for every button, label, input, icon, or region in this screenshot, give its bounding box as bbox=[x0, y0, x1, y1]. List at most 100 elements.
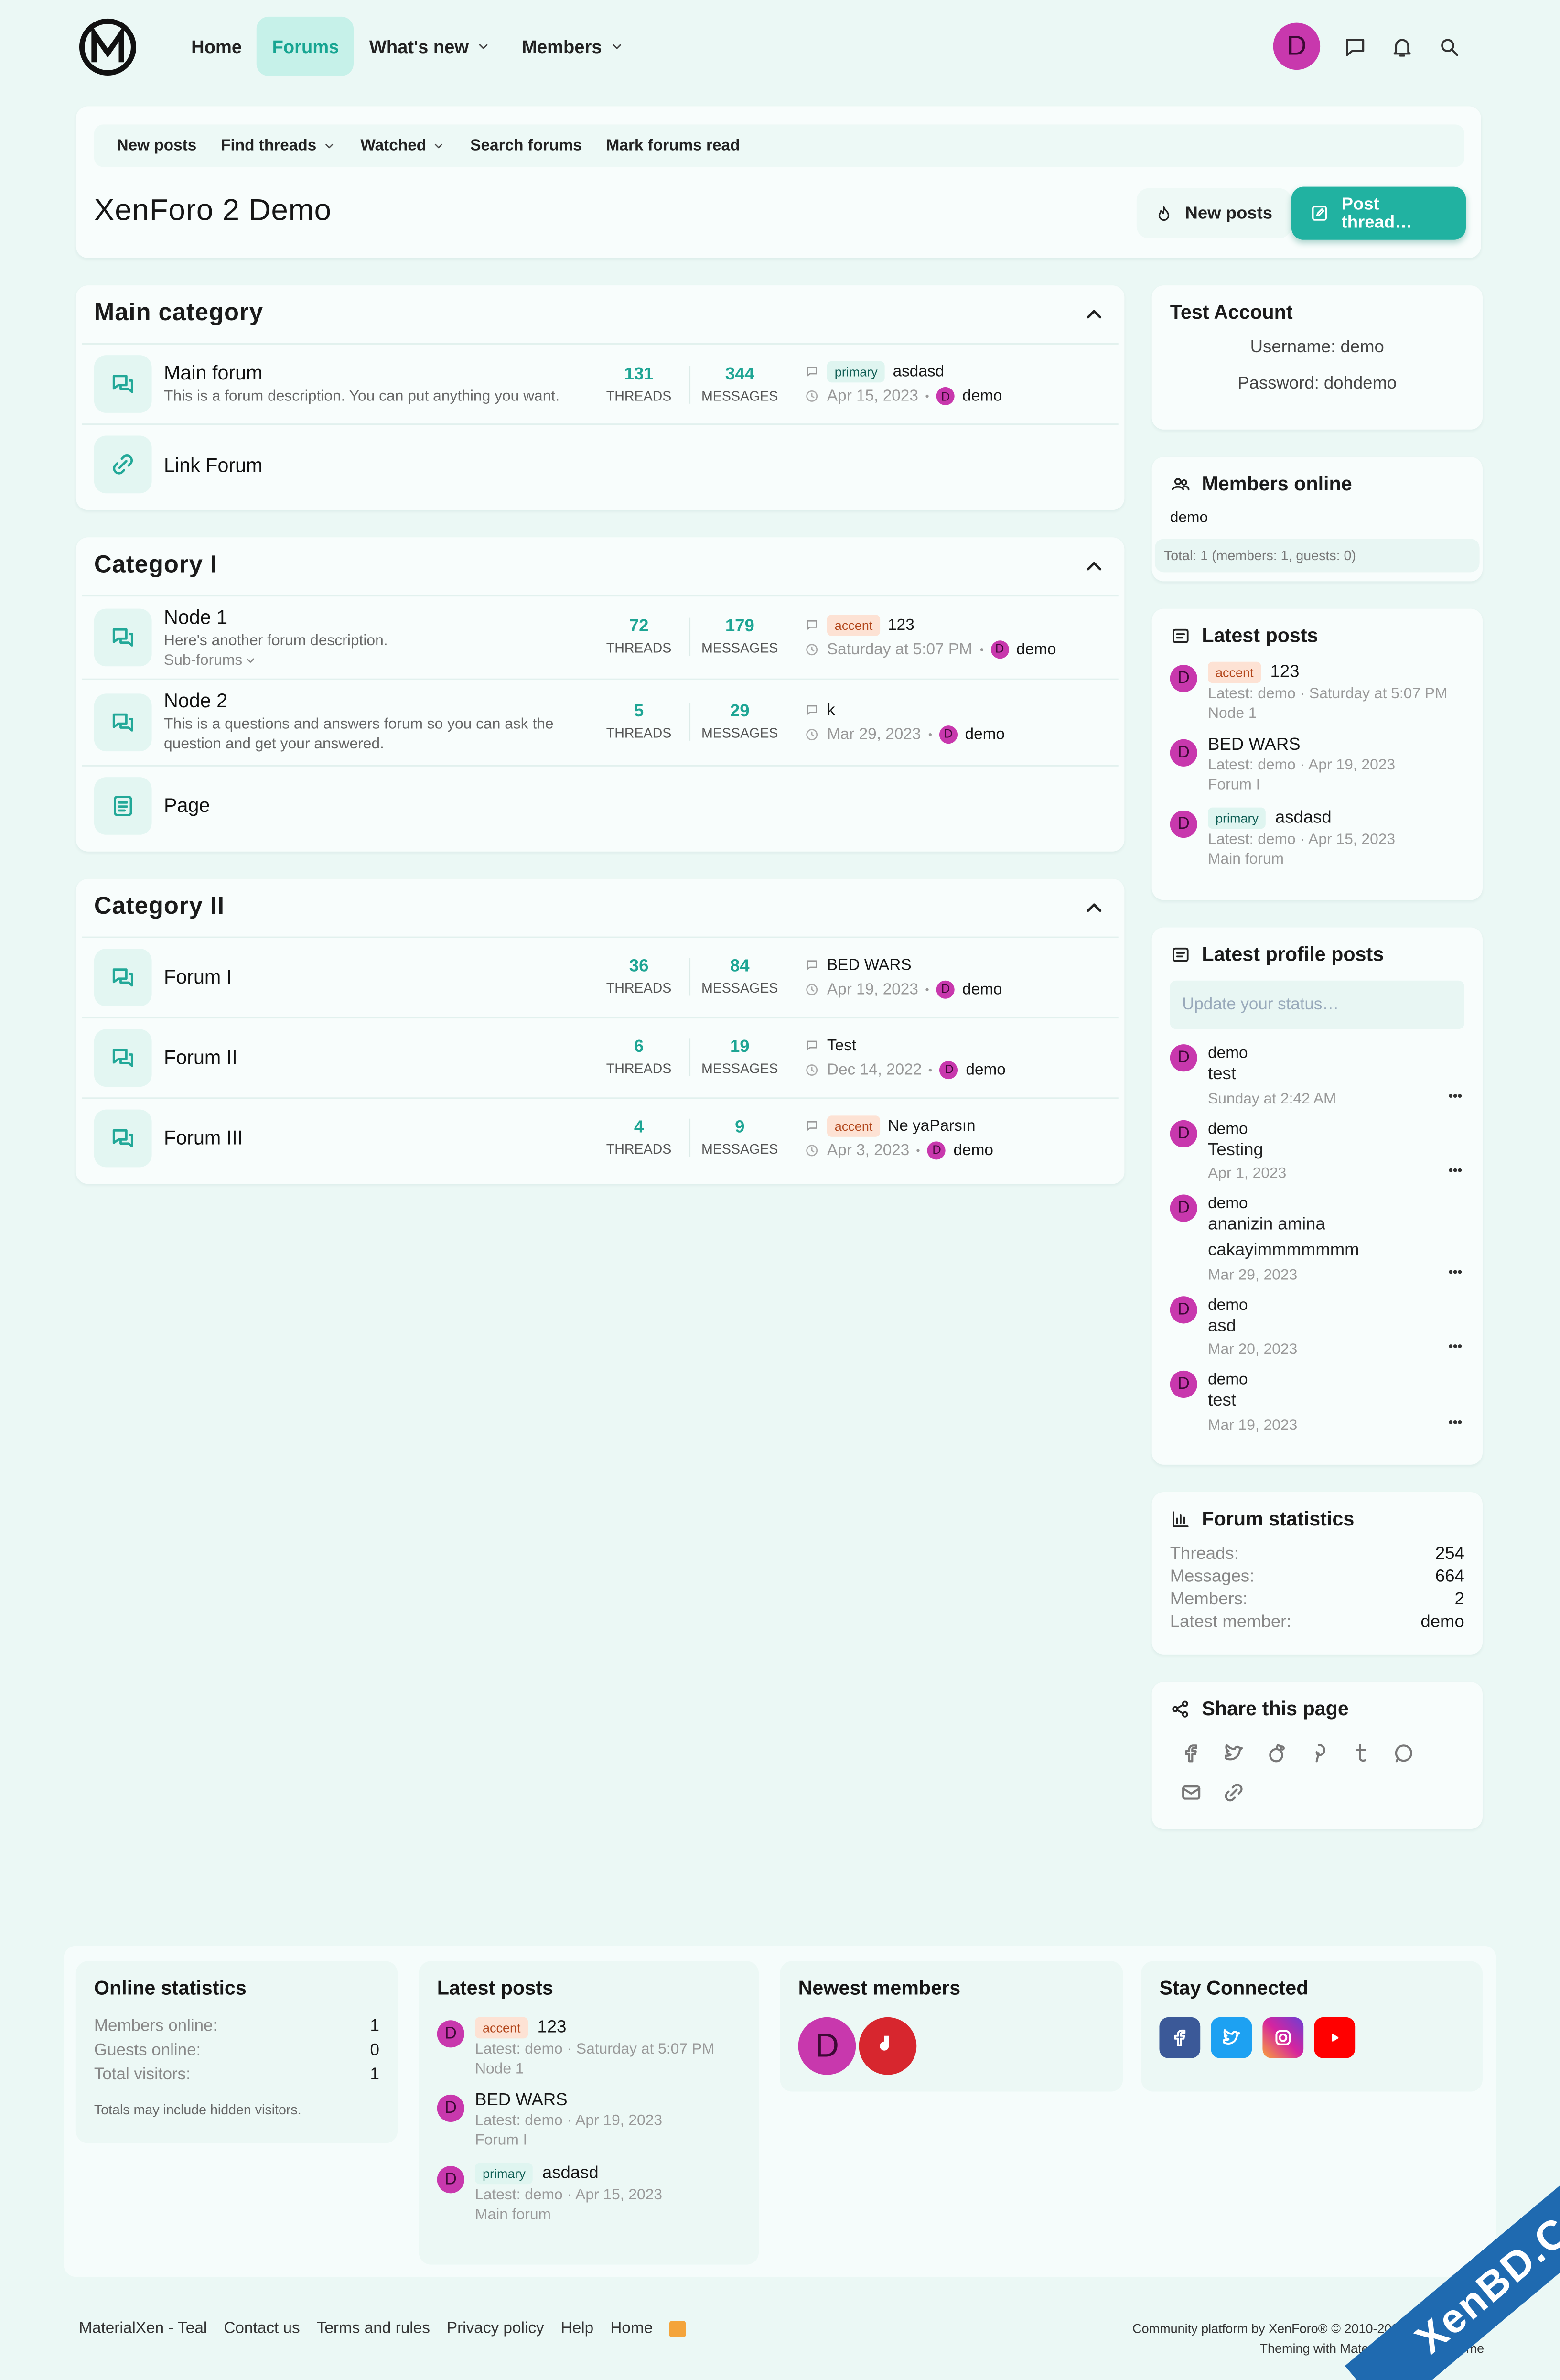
icon[interactable] bbox=[1349, 1741, 1373, 1765]
stat-number: 84 bbox=[730, 958, 750, 976]
thread-link[interactable]: 123 bbox=[537, 2019, 567, 2037]
stat-number: 72 bbox=[629, 618, 649, 637]
footer-link[interactable]: Home bbox=[610, 2319, 653, 2338]
username[interactable]: demo bbox=[1208, 1044, 1248, 1063]
icon-part bbox=[119, 972, 133, 986]
stat-label: THREADS bbox=[606, 388, 672, 403]
thread-link[interactable]: 123 bbox=[1270, 663, 1300, 682]
stat-number: 344 bbox=[725, 365, 754, 383]
thread-link[interactable]: Ne yaParsın bbox=[888, 1116, 976, 1135]
avatar: D bbox=[1170, 1296, 1197, 1323]
sub-nav-item[interactable]: Watched bbox=[348, 137, 458, 155]
online-member[interactable]: demo bbox=[1170, 510, 1208, 527]
forum-main: Forum I bbox=[164, 965, 589, 988]
icon bbox=[804, 617, 819, 633]
icon-part bbox=[1225, 1744, 1243, 1761]
thread-link[interactable]: BED WARS bbox=[475, 2091, 568, 2110]
block-title: Latest posts bbox=[1170, 624, 1464, 647]
username[interactable]: demo bbox=[953, 1140, 993, 1159]
member-avatar[interactable] bbox=[859, 2017, 917, 2075]
forum-name[interactable]: Node 2 bbox=[164, 688, 228, 711]
icon[interactable] bbox=[1222, 1781, 1246, 1805]
social-link[interactable] bbox=[1314, 2017, 1356, 2058]
thread-link[interactable]: asdasd bbox=[542, 2164, 599, 2183]
social-link[interactable] bbox=[1262, 2017, 1304, 2058]
avatar: D bbox=[990, 640, 1009, 659]
icon bbox=[109, 791, 137, 819]
forum-name[interactable]: Node 1 bbox=[164, 606, 228, 628]
forum-row: Node 1 Here's another forum description. S… bbox=[82, 595, 1119, 678]
thread-link[interactable]: k bbox=[827, 700, 835, 719]
thread-link[interactable]: asdasd bbox=[1275, 809, 1332, 827]
username[interactable]: demo bbox=[1208, 1296, 1248, 1314]
thread-count: 131 THREADS bbox=[589, 365, 689, 403]
icon[interactable] bbox=[1446, 1338, 1464, 1356]
nav-item[interactable]: Members bbox=[506, 17, 639, 76]
icon-part bbox=[119, 1133, 133, 1147]
footer-link[interactable]: Terms and rules bbox=[316, 2319, 430, 2338]
forum-name[interactable]: Forum I bbox=[164, 965, 232, 988]
forum-name[interactable]: Page bbox=[164, 794, 210, 817]
forum-icon bbox=[94, 776, 152, 834]
social-link[interactable] bbox=[1159, 2017, 1201, 2058]
footer-link[interactable]: Help bbox=[560, 2319, 594, 2338]
stat-number: 9 bbox=[735, 1118, 745, 1137]
icon-part bbox=[112, 1128, 128, 1144]
footer-link[interactable]: MaterialXen - Teal bbox=[79, 2319, 207, 2338]
forum-name[interactable]: Link Forum bbox=[164, 453, 263, 476]
nav-item[interactable]: Forums bbox=[257, 16, 355, 76]
footer-link[interactable]: Privacy policy bbox=[446, 2319, 544, 2338]
icon[interactable] bbox=[1264, 1741, 1289, 1765]
account-line: Password: dohdemo bbox=[1237, 375, 1397, 393]
avatar: D bbox=[1170, 1044, 1197, 1072]
icon[interactable] bbox=[1307, 1741, 1331, 1765]
icon-part bbox=[807, 1040, 817, 1049]
icon-part bbox=[1441, 38, 1459, 55]
username[interactable]: demo bbox=[966, 1060, 1006, 1079]
avatar[interactable]: D bbox=[1273, 22, 1321, 70]
icon-part bbox=[1173, 947, 1189, 961]
sub-nav-item[interactable]: Find threads bbox=[209, 137, 348, 155]
icon[interactable] bbox=[1446, 1162, 1464, 1180]
sub-nav-item[interactable]: Search forums bbox=[470, 136, 582, 155]
icon[interactable] bbox=[1446, 1086, 1464, 1104]
stat-number: 29 bbox=[730, 703, 750, 721]
stat-number: 5 bbox=[634, 703, 644, 721]
thread-link[interactable]: 123 bbox=[888, 616, 914, 634]
sub-nav-item[interactable]: Mark forums read bbox=[606, 136, 740, 155]
avatar[interactable]: D bbox=[798, 2017, 856, 2075]
site-logo bbox=[79, 18, 137, 80]
nav-item[interactable]: What's new bbox=[354, 17, 506, 76]
social-link[interactable] bbox=[1211, 2017, 1252, 2058]
footer-link[interactable]: Contact us bbox=[224, 2319, 300, 2338]
username[interactable]: demo bbox=[965, 725, 1005, 743]
status-input[interactable]: Update your status… bbox=[1170, 980, 1464, 1029]
icon[interactable] bbox=[1446, 1413, 1464, 1431]
forum-name[interactable]: Forum III bbox=[164, 1126, 243, 1149]
thread-link[interactable]: BED WARS bbox=[827, 955, 912, 974]
thread-link[interactable]: asdasd bbox=[893, 363, 945, 381]
icon[interactable] bbox=[1391, 1741, 1416, 1765]
thread-link[interactable]: BED WARS bbox=[1208, 736, 1301, 755]
post-thread-button[interactable]: Post thread… bbox=[1291, 186, 1466, 240]
new-posts-button[interactable]: New posts bbox=[1136, 188, 1291, 238]
username[interactable]: demo bbox=[1208, 1195, 1248, 1213]
username[interactable]: demo bbox=[1016, 640, 1056, 659]
username[interactable]: demo bbox=[1208, 1371, 1248, 1390]
icon[interactable] bbox=[1222, 1741, 1246, 1765]
icon[interactable] bbox=[1179, 1741, 1204, 1765]
nav-item[interactable]: Home bbox=[191, 35, 242, 57]
forum-name[interactable]: Main forum bbox=[164, 361, 263, 384]
username[interactable]: demo bbox=[1208, 1119, 1248, 1138]
icon[interactable] bbox=[1179, 1781, 1204, 1805]
icon[interactable] bbox=[1446, 1262, 1464, 1280]
username[interactable]: demo bbox=[962, 387, 1002, 405]
username[interactable]: demo bbox=[962, 980, 1002, 998]
icon bbox=[1170, 473, 1191, 494]
thread-link[interactable]: Test bbox=[827, 1036, 857, 1054]
forum-name[interactable]: Forum II bbox=[164, 1046, 237, 1069]
sub-nav-item[interactable]: New posts bbox=[117, 136, 197, 155]
